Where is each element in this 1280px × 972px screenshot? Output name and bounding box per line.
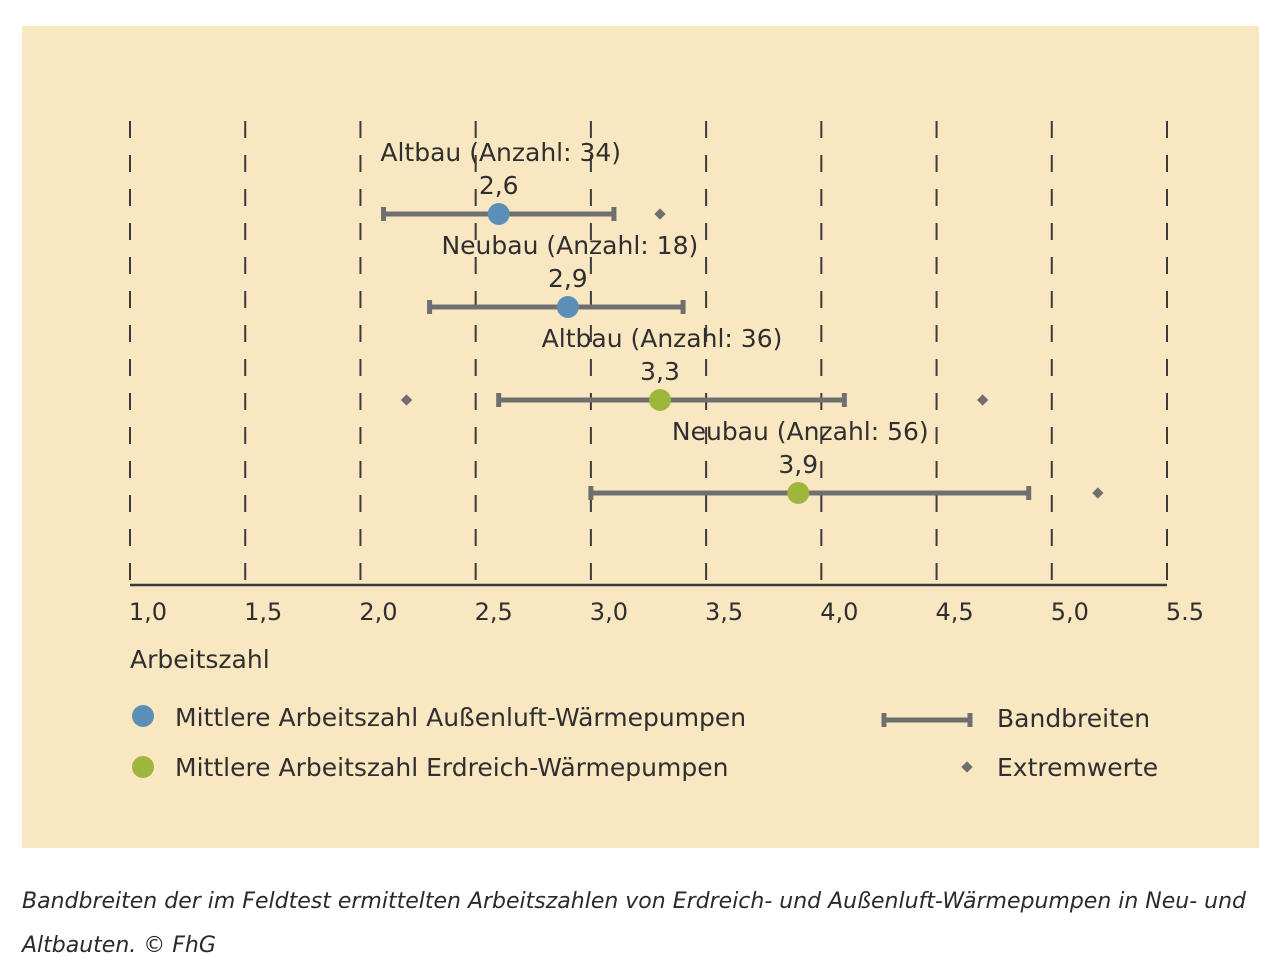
row-label: Neubau (Anzahl: 18)	[441, 231, 698, 260]
row-label: Neubau (Anzahl: 56)	[672, 417, 929, 446]
legend-swatch-aussenluft	[132, 705, 154, 727]
mean-point	[556, 296, 579, 318]
x-tick-label: 5.5	[1166, 598, 1204, 626]
rows-layer: 2,6 Altbau (Anzahl: 34) 2,9 Neubau (Anzahl:…	[380, 138, 1104, 504]
grid-layer	[129, 121, 1168, 585]
x-tick-label: 4,0	[820, 598, 858, 626]
legend-layer: Mittlere Arbeitszahl Außenluft-Wärmepump…	[132, 703, 1158, 782]
mean-point	[487, 203, 510, 225]
legend-swatch-erdreich	[132, 756, 154, 778]
mean-value-label: 2,9	[548, 264, 588, 293]
x-tick-label: 2,0	[359, 598, 397, 626]
extreme-marker	[1092, 487, 1104, 499]
axis-layer: 1,0 1,5 2,0 2,5 3,0 3,5 4,0 4,5 5,0 5.5 Arbeitszah…	[129, 583, 1204, 674]
row-label: Altbau (Anzahl: 34)	[380, 138, 621, 167]
x-tick-label: 1,0	[129, 598, 167, 626]
chart-panel: 1,0 1,5 2,0 2,5 3,0 3,5 4,0 4,5 5,0 5.5 Arbeitszah…	[22, 26, 1259, 848]
chart-svg: 1,0 1,5 2,0 2,5 3,0 3,5 4,0 4,5 5,0 5.5 Arbeitszah…	[129, 121, 1204, 782]
legend-label-erdreich: Mittlere Arbeitszahl Erdreich-Wärmepumpe…	[175, 753, 728, 782]
x-tick-label: 3,5	[705, 598, 743, 626]
extreme-marker	[976, 394, 989, 406]
x-axis-label: Arbeitszahl	[130, 645, 270, 674]
legend-label-bandbreiten: Bandbreiten	[997, 704, 1150, 733]
x-tick-label: 2,5	[475, 598, 513, 626]
mean-value-label: 2,6	[479, 171, 519, 200]
mean-value-label: 3,3	[640, 357, 680, 386]
legend-label-extremwerte: Extremwerte	[997, 753, 1158, 782]
row-label: Altbau (Anzahl: 36)	[542, 324, 783, 353]
extreme-marker	[400, 394, 413, 406]
mean-point	[649, 389, 672, 411]
x-tick-label: 3,0	[590, 598, 628, 626]
mean-value-label: 3,9	[778, 450, 818, 479]
legend-swatch-extremwerte	[961, 761, 973, 773]
x-tick-label: 5,0	[1051, 598, 1089, 626]
mean-point	[787, 482, 810, 504]
extreme-marker	[654, 208, 666, 220]
x-tick-label: 4,5	[935, 598, 973, 626]
chart-caption: Bandbreiten der im Feldtest ermittelten …	[22, 889, 1247, 958]
legend-label-aussenluft: Mittlere Arbeitszahl Außenluft-Wärmepump…	[175, 703, 746, 732]
x-tick-label: 1,5	[244, 598, 282, 626]
